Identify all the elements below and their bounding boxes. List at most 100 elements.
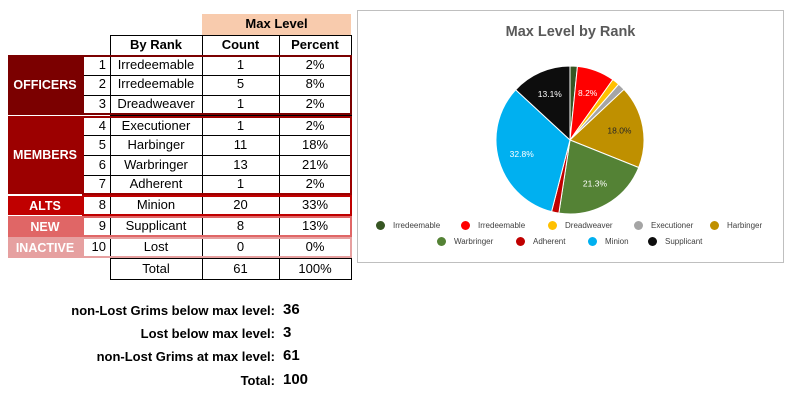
legend-item: Executioner [634, 221, 693, 230]
grid-line [82, 135, 110, 136]
summary-label-nonlost-below: non-Lost Grims below max level: [71, 303, 275, 318]
row-number: 10 [91, 239, 106, 254]
grid-line [202, 35, 203, 280]
legend-label: Dreadweaver [565, 221, 613, 230]
grid-line [82, 175, 110, 176]
row-count: 5 [236, 76, 245, 91]
row-count: 1 [236, 96, 245, 111]
row-percent: 21% [301, 157, 329, 172]
row-count: 20 [233, 197, 248, 212]
grid-line [82, 155, 110, 156]
pie-data-label: 8.2% [578, 88, 598, 98]
summary-label-nonlost-at-max: non-Lost Grims at max level: [96, 349, 275, 364]
row-number: 5 [98, 137, 106, 152]
pie-slice-supplicant [514, 65, 571, 142]
legend-label: Irredeemable [393, 221, 441, 230]
group-new: NEW [8, 216, 82, 237]
legend-label: Minion [605, 237, 629, 246]
legend-swatch [648, 237, 657, 246]
row-count: 8 [236, 218, 245, 233]
total-count: 61 [233, 261, 248, 276]
pie-data-label: 32.8% [510, 149, 535, 159]
legend-swatch [437, 237, 446, 246]
legend-swatch [461, 221, 470, 230]
legend-label: Adherent [533, 237, 566, 246]
chart-title: Max Level by Rank [505, 24, 636, 40]
legend-item: Adherent [516, 237, 565, 246]
legend-item: Minion [588, 237, 629, 246]
group-members: MEMBERS [8, 116, 82, 194]
row-number: 9 [98, 218, 106, 233]
row-percent: 2% [305, 57, 325, 72]
pie-slice-harbinger [569, 88, 645, 169]
grid-line [110, 258, 351, 259]
group-alts: ALTS [8, 196, 82, 215]
pie-chart-panel: Max Level by Rank 8.2% 18.0% 21.3% 32.8% 13.… [357, 10, 784, 263]
legend-item: Irredeemable [461, 221, 525, 230]
row-percent: 2% [305, 118, 325, 133]
row-rank: Irredeemable [117, 57, 195, 72]
col-header-by-rank: By Rank [129, 37, 183, 52]
legend-item: Harbinger [710, 221, 762, 230]
summary-value-nonlost-at-max: 61 [283, 347, 300, 364]
grid-line [82, 75, 110, 76]
pie-data-label: 21.3% [583, 179, 608, 189]
grid-line [110, 35, 351, 36]
legend-item: Dreadweaver [548, 221, 613, 230]
row-count: 1 [236, 176, 245, 191]
row-count: 13 [233, 157, 248, 172]
group-inactive: INACTIVE [8, 237, 82, 258]
row-number: 2 [98, 76, 106, 91]
row-rank: Irredeemable [117, 76, 195, 91]
col-header-count: Count [221, 37, 260, 52]
grid-line [110, 175, 351, 176]
legend-label: Harbinger [727, 221, 763, 230]
grid-line [110, 155, 351, 156]
row-percent: 18% [301, 137, 329, 152]
grid-line [110, 115, 351, 116]
pie-chart: 8.2% 18.0% 21.3% 32.8% 13.1% [495, 65, 645, 215]
legend-item: Irredeemable [376, 221, 440, 230]
row-rank: Lost [143, 239, 169, 254]
legend-swatch [548, 221, 557, 230]
row-percent: 2% [305, 96, 325, 111]
summary-value-total: 100 [283, 371, 309, 388]
row-count: 1 [236, 118, 245, 133]
summary-label-lost-below: Lost below max level: [140, 326, 275, 341]
grid-line [82, 95, 110, 96]
legend-swatch [516, 237, 525, 246]
row-count: 11 [233, 137, 248, 152]
legend-swatch [634, 221, 643, 230]
row-rank: Dreadweaver [117, 96, 195, 111]
legend-label: Warbringer [454, 237, 494, 246]
grid-line [110, 135, 351, 136]
grid-line [279, 35, 280, 280]
summary-label-total: Total: [240, 373, 275, 388]
row-rank: Supplicant [125, 218, 187, 233]
row-rank: Minion [136, 197, 176, 212]
legend-label: Supplicant [665, 237, 703, 246]
col-header-percent: Percent [291, 37, 339, 52]
grid-line [110, 75, 351, 76]
total-label: Total [142, 261, 170, 276]
row-percent: 2% [305, 176, 325, 191]
row-number: 3 [98, 96, 106, 111]
summary-value-nonlost-below: 36 [283, 301, 300, 318]
pie-slice-warbringer [558, 139, 640, 215]
row-number: 4 [98, 118, 106, 133]
row-number: 1 [98, 57, 106, 72]
legend-swatch [588, 237, 597, 246]
grid-line [351, 35, 352, 280]
row-number: 7 [98, 176, 106, 191]
legend-swatch [710, 221, 719, 230]
group-officers: OFFICERS [8, 55, 82, 115]
row-count: 0 [236, 239, 245, 254]
pie-slice-minion [495, 89, 571, 213]
pie-data-label: 13.1% [538, 89, 563, 99]
row-number: 8 [98, 197, 106, 212]
pie-data-label: 18.0% [607, 126, 632, 136]
grid-line [110, 95, 351, 96]
grid-line [110, 279, 351, 280]
row-percent: 8% [305, 76, 325, 91]
legend-item: Supplicant [648, 237, 702, 246]
